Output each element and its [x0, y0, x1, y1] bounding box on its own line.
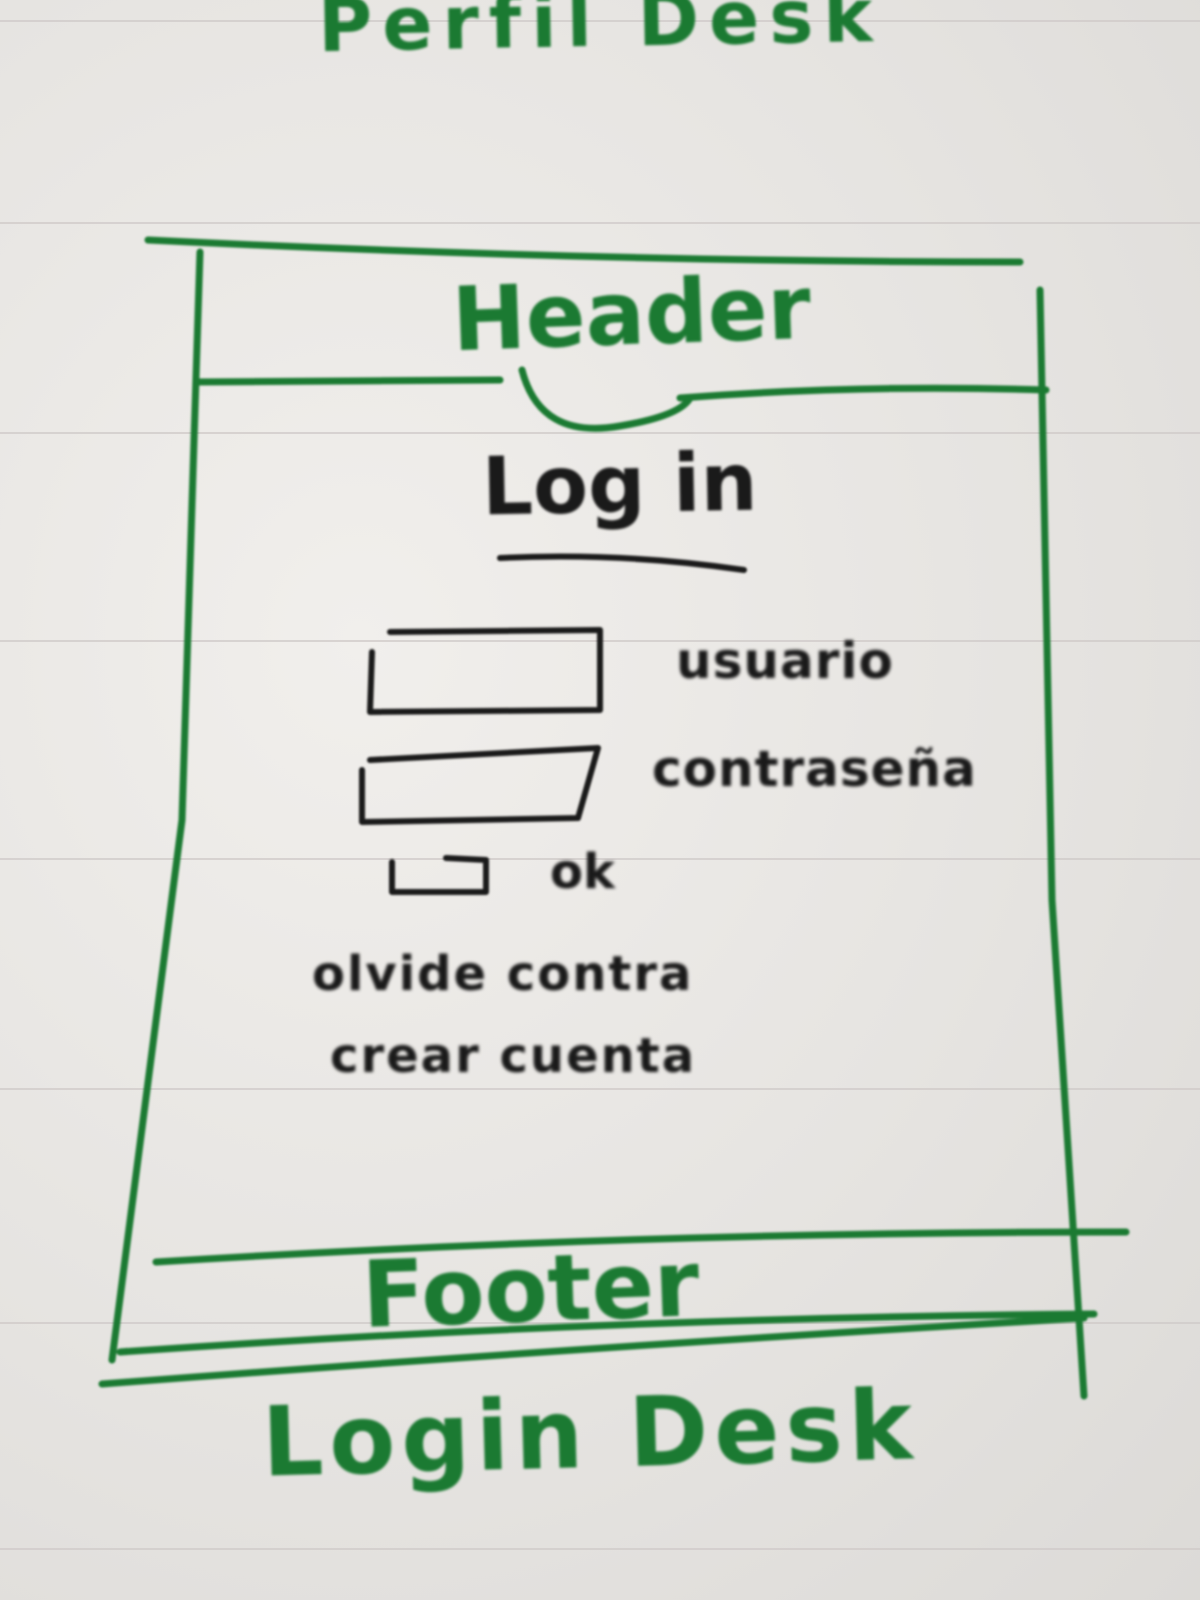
title-underline — [497, 553, 747, 573]
username-box-outline — [367, 627, 603, 715]
remember-checkbox[interactable] — [390, 856, 490, 896]
footer-top-divider — [152, 1228, 1130, 1266]
checkbox-label: ok — [550, 844, 615, 900]
forgot-password-link[interactable]: olvide contra — [312, 946, 694, 1002]
username-field-label: usuario — [676, 632, 894, 690]
header-label: Header — [450, 255, 813, 372]
frame-top-edge — [144, 236, 1024, 266]
create-account-link[interactable]: crear cuenta — [330, 1028, 697, 1084]
footer-label: Footer — [360, 1230, 702, 1349]
page-caption-top: Perfil Desk — [317, 0, 884, 69]
username-input[interactable] — [370, 630, 602, 714]
password-field-label: contraseña — [652, 740, 977, 798]
frame-left-edge — [108, 248, 204, 1364]
paper-rule-line — [0, 1088, 1200, 1090]
header-swoosh — [518, 366, 694, 432]
password-box-outline — [359, 745, 601, 825]
login-title: Log in — [481, 435, 759, 534]
frame-bottom-edge — [98, 1314, 1088, 1388]
page-caption-bottom: Login Desk — [260, 1369, 920, 1499]
password-input[interactable] — [360, 748, 600, 824]
paper-rule-line — [0, 432, 1200, 434]
paper-rule-line — [0, 1548, 1200, 1550]
paper-rule-line — [0, 20, 1200, 22]
header-divider — [192, 376, 504, 386]
paper-rule-line — [0, 858, 1200, 860]
footer-bottom-divider — [116, 1310, 1098, 1356]
header-divider — [676, 384, 1050, 402]
paper-rule-line — [0, 222, 1200, 224]
checkbox-outline — [389, 855, 489, 895]
